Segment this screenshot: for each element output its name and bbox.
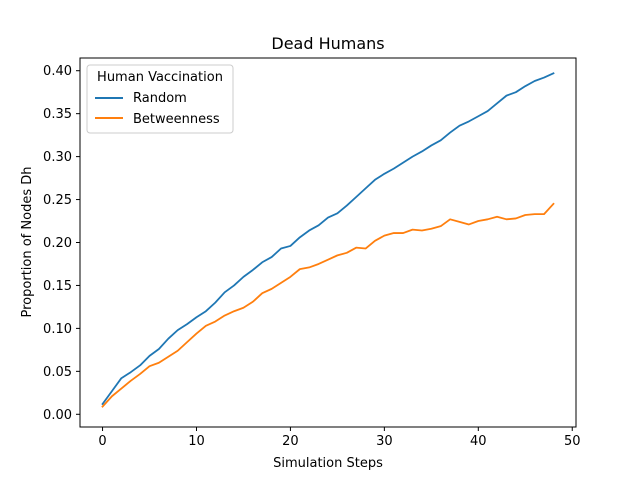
y-tick-label: 0.10 (43, 322, 72, 337)
series-line-random (101, 72, 555, 406)
x-tick-label: 20 (282, 434, 299, 449)
legend-label-betweenness: Betweenness (133, 112, 220, 127)
y-tick-label: 0.05 (43, 365, 72, 380)
legend-label-random: Random (133, 91, 187, 106)
y-axis-title: Proportion of Nodes Dh (20, 167, 35, 318)
x-tick-label: 40 (470, 434, 487, 449)
y-tick-label: 0.15 (43, 279, 72, 294)
legend-title: Human Vaccination (97, 70, 223, 85)
legend: Human Vaccination Random Betweenness (86, 64, 234, 134)
x-tick-label: 0 (98, 434, 106, 449)
y-tick-label: 0.40 (43, 64, 72, 79)
chart-title: Dead Humans (271, 34, 384, 53)
legend-box (86, 64, 234, 134)
x-tick-label: 50 (564, 434, 581, 449)
x-axis-title: Simulation Steps (273, 456, 383, 471)
y-tick-label: 0.00 (43, 408, 72, 423)
y-tick-label: 0.30 (43, 150, 72, 165)
x-tick-label: 10 (188, 434, 205, 449)
y-axis: 0.00 0.05 0.10 0.15 0.20 0.25 0.30 0.35 0.40 (43, 64, 80, 423)
y-tick-label: 0.35 (43, 107, 72, 122)
y-tick-label: 0.25 (43, 193, 72, 208)
y-tick-label: 0.20 (43, 236, 72, 251)
x-tick-label: 30 (376, 434, 393, 449)
x-axis: 0 10 20 30 40 50 (98, 427, 581, 449)
plot-area (101, 72, 555, 408)
series-line-betweenness (101, 202, 555, 408)
